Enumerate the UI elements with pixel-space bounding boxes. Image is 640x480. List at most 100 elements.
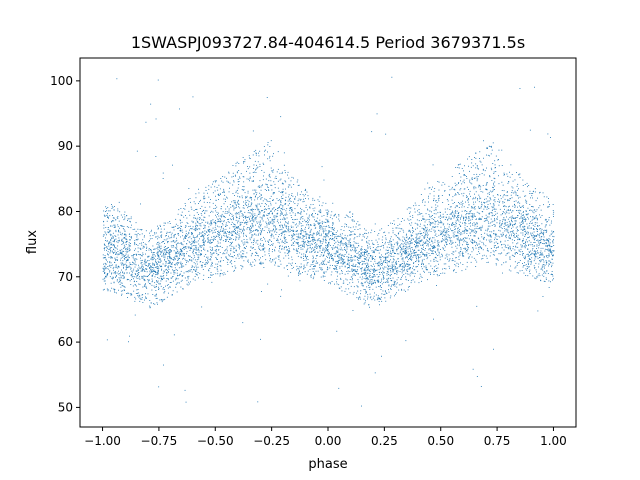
data-point [228,171,230,173]
data-point [531,219,533,221]
data-point [505,254,507,256]
data-point [467,201,469,203]
data-point [456,238,458,240]
data-point [136,258,138,260]
data-point [468,256,470,258]
data-point [337,252,339,253]
data-point [157,228,159,230]
data-point [186,251,188,253]
data-point [302,246,304,247]
data-point [358,245,359,247]
data-point [127,297,128,298]
data-point [544,226,546,228]
plot-area [79,57,577,428]
data-point [466,226,468,227]
data-point [114,245,115,247]
data-point [275,262,276,264]
data-point [241,250,243,252]
data-point [114,258,116,260]
data-point [281,214,283,215]
data-point [289,228,291,230]
data-point [277,219,279,221]
data-point [247,166,248,167]
data-point [265,199,267,200]
data-point [178,233,179,234]
data-point [336,236,338,237]
data-point [152,256,154,258]
data-point [508,225,510,227]
data-point [254,217,256,219]
data-point [255,252,257,253]
data-point [444,211,446,213]
data-point [269,201,271,202]
data-point [406,251,407,253]
data-point [118,281,120,282]
data-point [423,253,424,255]
data-point [391,247,393,249]
data-point [251,234,253,236]
data-point [490,239,492,241]
data-point [214,267,216,268]
data-point [455,257,457,258]
data-point [103,288,105,290]
data-point [464,165,465,167]
data-point [550,222,552,224]
data-point [349,244,351,246]
data-point [314,242,316,244]
data-point [303,210,305,212]
data-point [503,262,505,264]
data-point [211,263,212,265]
data-point [291,194,292,196]
data-point [425,227,426,228]
data-point [432,186,433,188]
data-point [290,186,292,188]
data-point [167,263,169,264]
data-point [210,272,212,273]
data-point [158,245,160,247]
data-point [485,220,486,222]
data-point [311,237,313,238]
data-point [334,235,336,237]
data-point [117,234,119,236]
data-point [369,297,371,299]
data-point [321,215,323,217]
data-point [486,147,487,149]
data-point [433,271,435,273]
data-point [527,275,529,277]
data-point [444,237,446,239]
data-point [450,241,451,243]
data-point [352,265,354,267]
data-point [151,258,153,260]
data-point [484,206,486,208]
data-point [454,207,456,209]
data-point [405,257,407,258]
data-point [543,239,545,241]
data-point [303,246,305,248]
data-point [237,200,239,202]
data-point [297,212,299,213]
data-point [358,257,360,259]
data-point [366,286,368,288]
data-point [492,207,494,208]
data-point [253,230,255,231]
data-point [302,225,304,227]
data-point [173,246,175,248]
data-point [163,228,165,230]
data-point [144,262,146,264]
data-point [214,226,216,228]
data-point [313,239,315,240]
data-point [294,198,296,199]
data-point [367,264,369,266]
data-point [454,202,455,203]
data-point [319,247,321,249]
data-point [335,252,337,254]
data-point [296,236,298,238]
data-point [129,249,131,251]
data-point [522,221,524,223]
data-point [257,234,259,236]
data-point [320,212,322,214]
data-point [373,258,374,259]
data-point [525,234,526,235]
data-point [108,243,109,245]
data-point [188,283,190,285]
